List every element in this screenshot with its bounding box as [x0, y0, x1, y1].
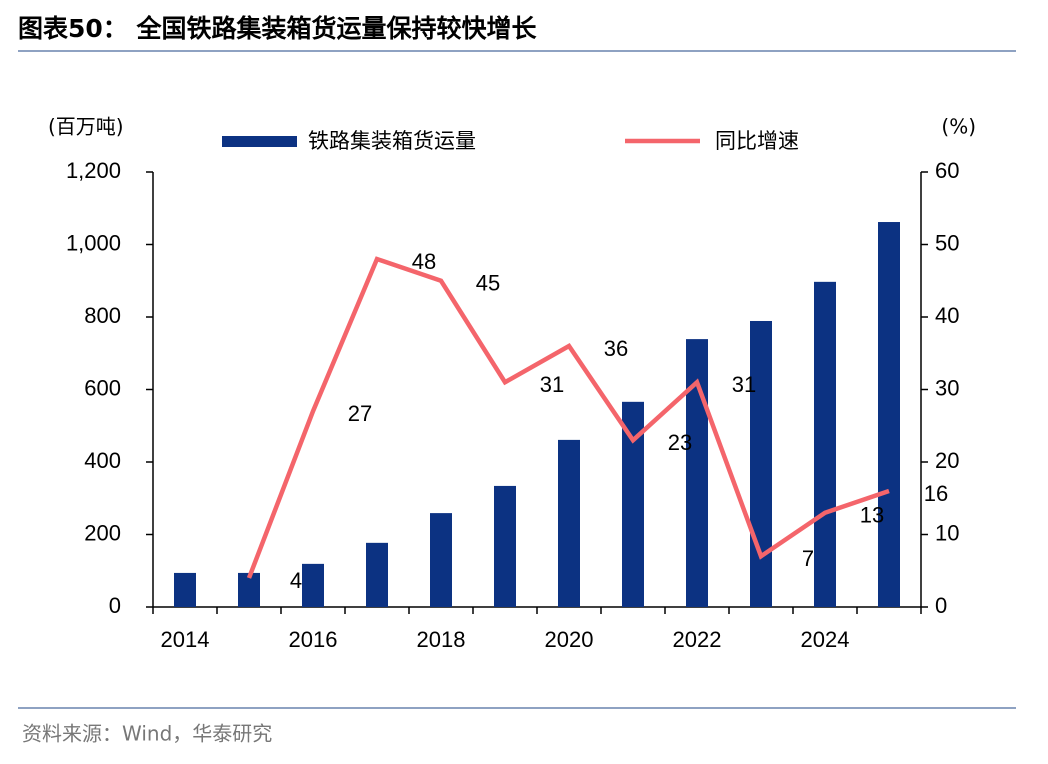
x-tick-label: 2020 — [545, 627, 594, 652]
page-title: 图表50： 全国铁路集装箱货运量保持较快增长 — [18, 14, 537, 43]
x-tick-label: 2014 — [161, 627, 210, 652]
y2-tick-label: 40 — [935, 303, 959, 328]
bar — [238, 572, 260, 607]
bar — [814, 281, 836, 607]
bar — [494, 485, 516, 607]
y-tick-label: 1,200 — [66, 158, 121, 183]
data-label: 7 — [802, 546, 814, 571]
data-label: 23 — [668, 430, 692, 455]
y-tick-label: 200 — [84, 520, 121, 545]
data-label: 4 — [290, 568, 302, 593]
data-label: 31 — [732, 372, 756, 397]
legend-label: 同比增速 — [715, 129, 799, 153]
bar — [686, 339, 708, 607]
bar — [366, 542, 388, 607]
line — [246, 256, 890, 579]
y-tick-label: 0 — [109, 593, 121, 618]
y-tick-label: 1,000 — [66, 230, 121, 255]
x-tick-label: 2018 — [417, 627, 466, 652]
y2-tick-label: 20 — [935, 448, 959, 473]
bar — [558, 439, 580, 607]
data-label: 27 — [348, 401, 372, 426]
x-tick-label: 2016 — [289, 627, 338, 652]
data-label: 16 — [924, 481, 948, 506]
data-label: 36 — [604, 336, 628, 361]
x-tick-label: 2024 — [801, 627, 850, 652]
legend-swatch — [222, 136, 297, 147]
source: 资料来源：Wind，华泰研究 — [22, 722, 272, 746]
y-tick-label: 400 — [84, 448, 121, 473]
bar — [878, 222, 900, 607]
y-tick-label: 600 — [84, 375, 121, 400]
y2-tick-label: 50 — [935, 230, 959, 255]
y2-tick-label: 30 — [935, 375, 959, 400]
data-label: 45 — [476, 271, 500, 296]
y-tick-label: 800 — [84, 303, 121, 328]
y2-axis-label: (%) — [941, 115, 976, 139]
y2-tick-label: 0 — [935, 593, 947, 618]
bar — [302, 563, 324, 607]
bar — [622, 401, 644, 607]
data-label: 48 — [412, 249, 436, 274]
data-label: 31 — [540, 372, 564, 397]
y-axis-label: (百万吨) — [48, 115, 124, 139]
y2-tick-label: 10 — [935, 520, 959, 545]
legend-label: 铁路集装箱货运量 — [308, 129, 476, 153]
y2-tick-label: 60 — [935, 158, 959, 183]
bar — [430, 513, 452, 607]
x-tick-label: 2022 — [673, 627, 722, 652]
bar — [174, 572, 196, 607]
bar — [750, 320, 772, 607]
data-label: 13 — [860, 503, 884, 528]
